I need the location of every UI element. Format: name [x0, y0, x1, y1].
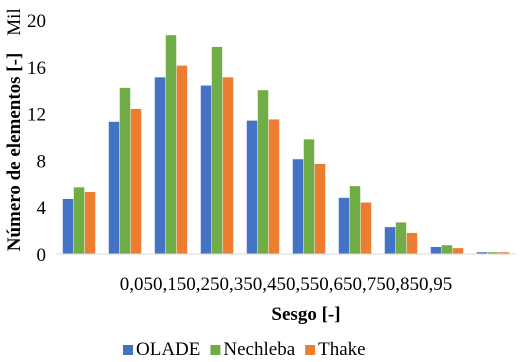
bar-thake-4 — [268, 119, 280, 254]
bar-thake-1 — [130, 108, 142, 254]
legend-label: Thake — [318, 339, 365, 360]
x-tick-label: 0,45 — [253, 274, 286, 295]
bar-thake-7 — [406, 232, 418, 254]
x-axis-ticks: 0,050,150,250,350,450,550,650,750,850,95 — [120, 274, 453, 295]
bar-nechleba-9 — [487, 252, 499, 254]
legend-item-thake: Thake — [305, 339, 366, 360]
x-tick-label: 0,55 — [286, 274, 319, 295]
y-tick-label: 4 — [37, 198, 47, 219]
legend-item-nechleba: Nechleba — [210, 339, 296, 360]
bar-nechleba-4 — [257, 90, 269, 254]
bar-olade-1 — [108, 121, 120, 254]
bar-nechleba-3 — [211, 46, 223, 254]
bar-nechleba-6 — [349, 186, 361, 254]
bar-thake-0 — [84, 191, 96, 254]
bar-olade-7 — [384, 227, 396, 254]
bar-nechleba-8 — [441, 245, 453, 254]
x-tick-label: 0,25 — [186, 274, 219, 295]
bar-olade-8 — [430, 246, 442, 254]
y-axis-unit-label: Mil — [4, 8, 25, 35]
y-tick-label: 8 — [37, 151, 47, 172]
y-axis-title: Número de elementos [-] — [4, 53, 25, 252]
legend-swatch — [123, 345, 133, 355]
bar-thake-2 — [176, 65, 188, 254]
x-tick-label: 0,35 — [220, 274, 253, 295]
legend: OLADE Nechleba Thake — [123, 339, 366, 360]
legend-label: Nechleba — [223, 339, 295, 360]
x-axis-title: Sesgo [-] — [271, 304, 340, 325]
bar-olade-6 — [338, 197, 350, 254]
bar-nechleba-7 — [395, 222, 407, 254]
bar-thake-6 — [360, 202, 372, 254]
bar-thake-9 — [498, 252, 510, 254]
y-tick-label: 12 — [27, 105, 46, 126]
x-tick-label: 0,15 — [153, 274, 186, 295]
bar-olade-5 — [292, 159, 304, 254]
bar-olade-4 — [246, 120, 258, 255]
y-tick-label: 16 — [27, 58, 46, 79]
legend-label: OLADE — [136, 339, 200, 360]
bar-olade-2 — [154, 77, 166, 254]
bar-thake-8 — [452, 248, 464, 254]
x-tick-label: 0,75 — [353, 274, 386, 295]
y-tick-label: 20 — [27, 11, 46, 32]
x-tick-label: 0,05 — [120, 274, 153, 295]
x-tick-label: 0,85 — [386, 274, 419, 295]
x-tick-label: 0,95 — [419, 274, 452, 295]
bar-thake-5 — [314, 163, 326, 254]
bar-nechleba-0 — [73, 187, 85, 254]
bar-olade-3 — [200, 85, 212, 255]
legend-swatch — [305, 345, 316, 355]
y-axis-ticks: 0 4 8 12 16 20 — [27, 11, 47, 266]
bar-nechleba-2 — [165, 35, 177, 255]
x-tick-label: 0,65 — [319, 274, 352, 295]
legend-item-olade: OLADE — [123, 339, 200, 360]
bar-nechleba-1 — [119, 87, 131, 254]
bar-olade-9 — [476, 252, 488, 254]
y-tick-label: 0 — [37, 245, 47, 266]
bars — [62, 35, 510, 255]
bar-olade-0 — [62, 199, 74, 254]
bar-nechleba-5 — [303, 139, 315, 254]
legend-swatch — [210, 345, 221, 355]
bar-thake-3 — [222, 77, 234, 254]
x-tick-labels: 0,050,150,250,350,450,550,650,750,850,95 — [120, 274, 453, 295]
